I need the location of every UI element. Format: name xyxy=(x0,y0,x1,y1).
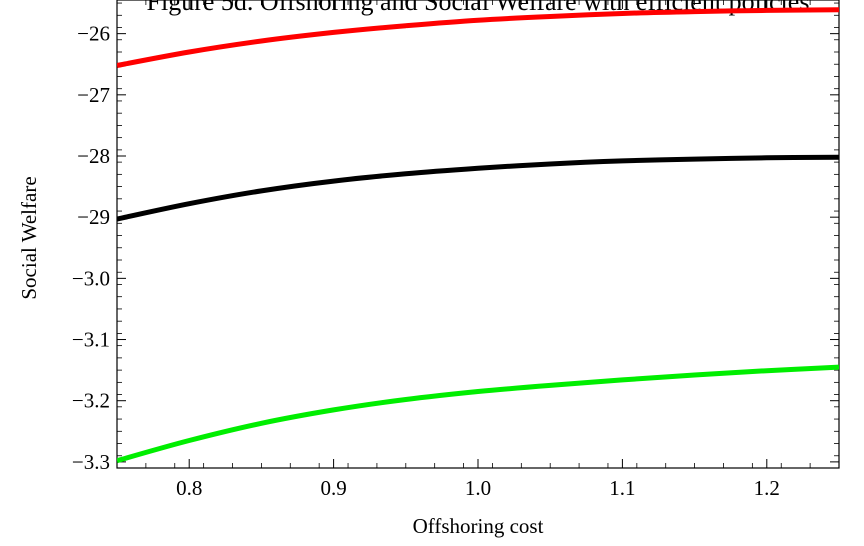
x-axis-ticks: 0.8 0.9 1.0 1.1 1.2 xyxy=(116,0,840,500)
plot-frame xyxy=(116,0,840,469)
x-axis-label: Offshoring cost xyxy=(413,514,544,538)
y-tick-label: −3.0 xyxy=(72,266,110,290)
plot-border xyxy=(116,0,840,469)
series-line-1 xyxy=(117,7,839,68)
y-axis-ticks: −26 −27 −28 −29 −3.0 −3.1 −3.2 −3.3 xyxy=(72,2,839,474)
x-tick-label: 1.0 xyxy=(465,476,491,500)
y-tick-label: −26 xyxy=(77,22,110,46)
y-tick-label: −28 xyxy=(77,144,110,168)
y-tick-label: −29 xyxy=(77,205,110,229)
y-tick-label: −27 xyxy=(77,83,110,107)
x-tick-label: 1.1 xyxy=(609,476,635,500)
y-axis-label: Social Welfare xyxy=(17,176,41,299)
x-tick-label: 1.2 xyxy=(754,476,780,500)
y-tick-label: −3.1 xyxy=(72,328,110,352)
x-tick-label: 0.8 xyxy=(176,476,202,500)
series-line-3 xyxy=(117,364,839,464)
series-lines xyxy=(117,7,839,464)
y-tick-label: −3.3 xyxy=(72,450,110,474)
y-tick-label: −3.2 xyxy=(72,389,110,413)
x-tick-label: 0.9 xyxy=(320,476,346,500)
series-line-2 xyxy=(117,154,839,222)
